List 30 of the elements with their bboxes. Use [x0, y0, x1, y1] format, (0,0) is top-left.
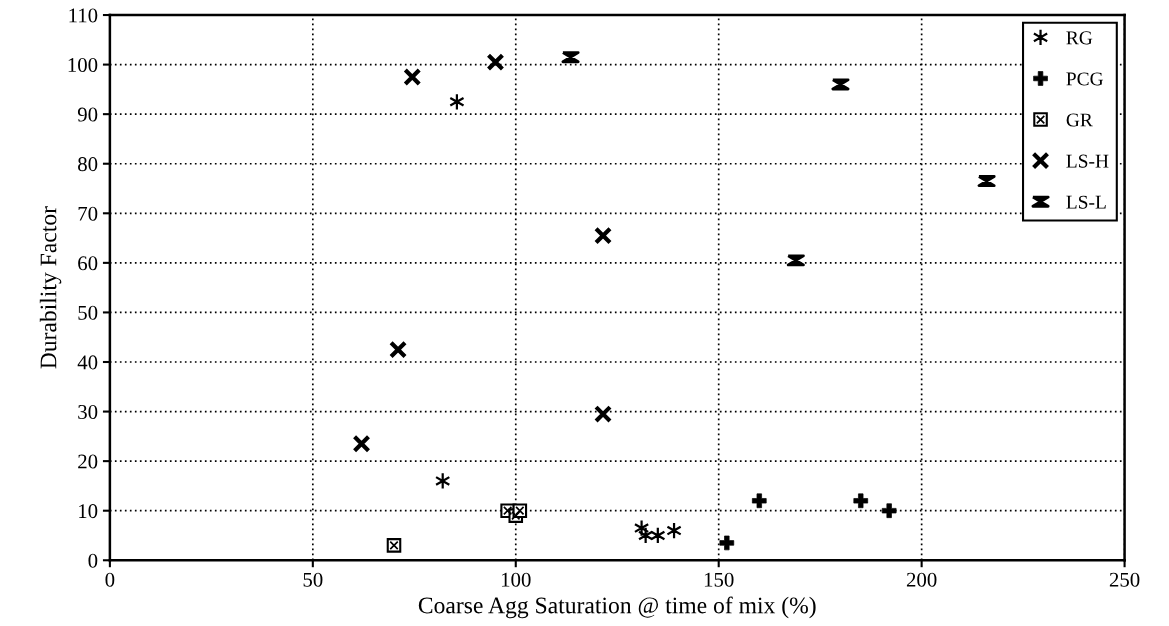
legend-label: GR	[1066, 113, 1093, 127]
y-tick-label: 60	[78, 256, 98, 271]
y-tick-label: 30	[78, 404, 98, 419]
y-tick-label: 110	[69, 8, 98, 23]
x-axis-title: Coarse Agg Saturation @ time of mix (%)	[418, 596, 816, 619]
point	[403, 67, 422, 87]
y-tick-label: 20	[78, 454, 98, 469]
y-tick-label: 100	[68, 57, 98, 73]
legend-label: PCG	[1066, 72, 1104, 86]
legend-label: LS-H	[1066, 154, 1109, 168]
y-tick-label: 10	[79, 504, 98, 519]
y-axis-title: Durability Factor	[39, 206, 62, 369]
y-tick-label: 90	[77, 107, 98, 122]
point	[389, 340, 408, 359]
x-tick-label: 0	[105, 572, 115, 587]
point	[486, 53, 505, 72]
y-tick-label: 70	[78, 206, 98, 221]
x-tick-label: 100	[501, 572, 531, 587]
point	[853, 493, 869, 509]
point	[593, 405, 613, 424]
x-tick-label: 200	[906, 572, 937, 587]
point	[352, 434, 371, 453]
x-tick-label: 250	[1109, 572, 1140, 587]
y-tick-label: 80	[78, 157, 98, 172]
point	[593, 226, 613, 245]
y-tick-label: 50	[78, 305, 98, 320]
y-tick-label: 40	[77, 355, 98, 370]
x-tick-label: 50	[303, 572, 323, 587]
y-tick-label: 0	[88, 553, 98, 568]
x-tick-label: 150	[704, 572, 734, 587]
